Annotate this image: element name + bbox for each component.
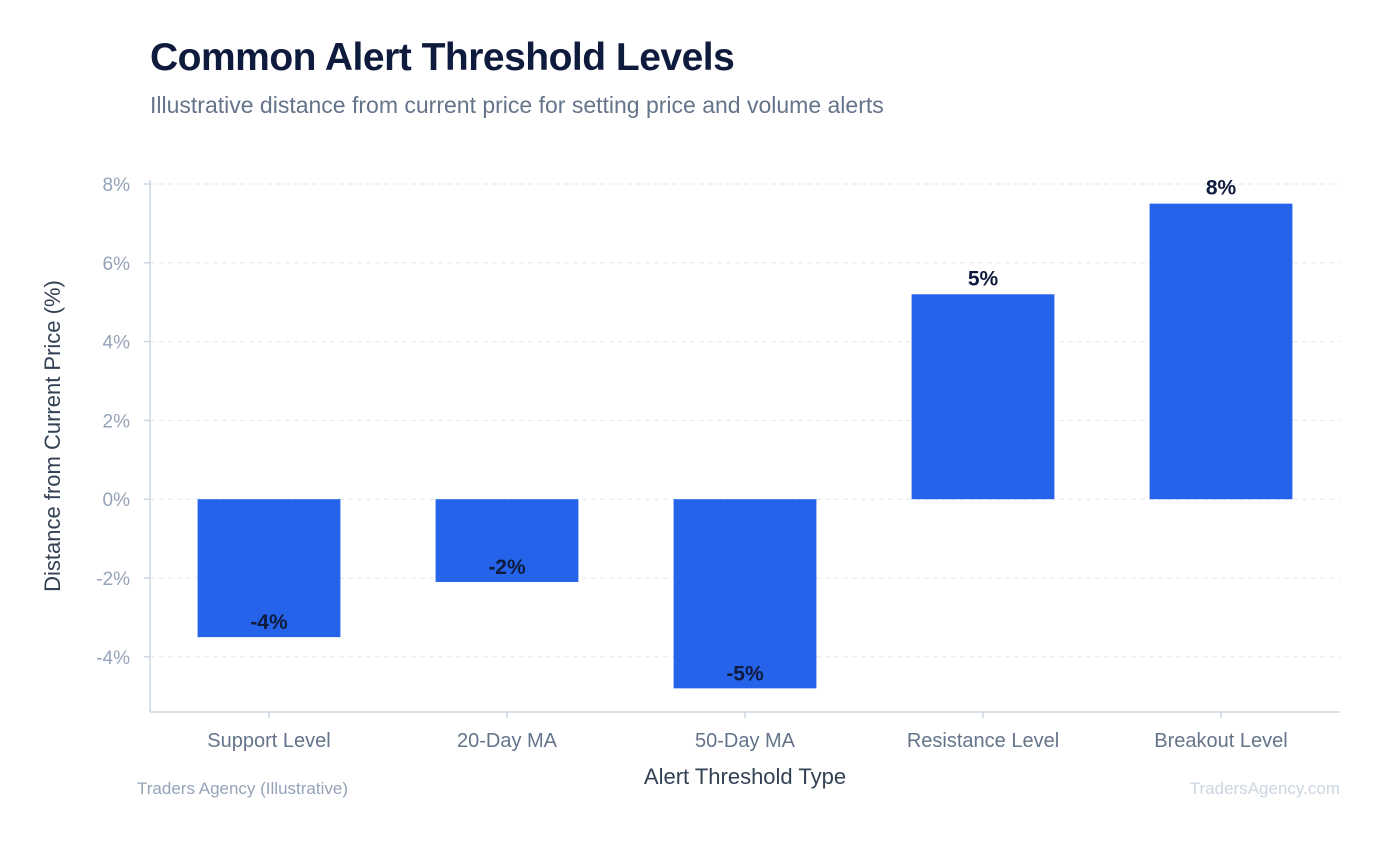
chart-title: Common Alert Threshold Levels xyxy=(150,36,735,79)
y-tick-label: 4% xyxy=(103,333,131,354)
source-note: Traders Agency (Illustrative) xyxy=(137,779,348,798)
y-tick-label: 2% xyxy=(103,411,131,432)
x-axis-title: Alert Threshold Type xyxy=(644,764,846,789)
data-label: 8% xyxy=(1206,177,1237,200)
bar xyxy=(911,294,1055,500)
bar xyxy=(1149,203,1293,500)
data-label: -4% xyxy=(250,611,288,634)
y-tick-label: 6% xyxy=(103,254,131,275)
watermark: TradersAgency.com xyxy=(1189,779,1340,798)
y-tick-label: 8% xyxy=(103,175,131,196)
data-label: -5% xyxy=(726,662,764,685)
bar xyxy=(673,499,817,689)
y-tick-label: 0% xyxy=(103,490,131,511)
x-tick-label: 50-Day MA xyxy=(695,730,796,752)
y-axis-title: Distance from Current Price (%) xyxy=(40,280,65,592)
bar xyxy=(197,499,341,638)
chart-subtitle: Illustrative distance from current price… xyxy=(150,92,884,118)
bars xyxy=(197,203,1293,689)
data-label: -2% xyxy=(488,556,526,579)
y-tick-label: -2% xyxy=(96,569,130,590)
x-tick-label: 20-Day MA xyxy=(457,730,558,752)
y-tick-label: -4% xyxy=(96,648,130,669)
x-tick-label: Support Level xyxy=(207,730,330,752)
bar xyxy=(435,499,579,582)
data-labels: -4% -2% -5% 5% 8% xyxy=(250,177,1236,686)
axes: -4% -2% 0% 2% 4% 6% 8% Support Level 20-Day MA 50… xyxy=(96,175,1340,752)
x-tick-label: Breakout Level xyxy=(1154,730,1287,752)
data-label: 5% xyxy=(968,267,999,290)
x-tick-label: Resistance Level xyxy=(907,730,1059,752)
